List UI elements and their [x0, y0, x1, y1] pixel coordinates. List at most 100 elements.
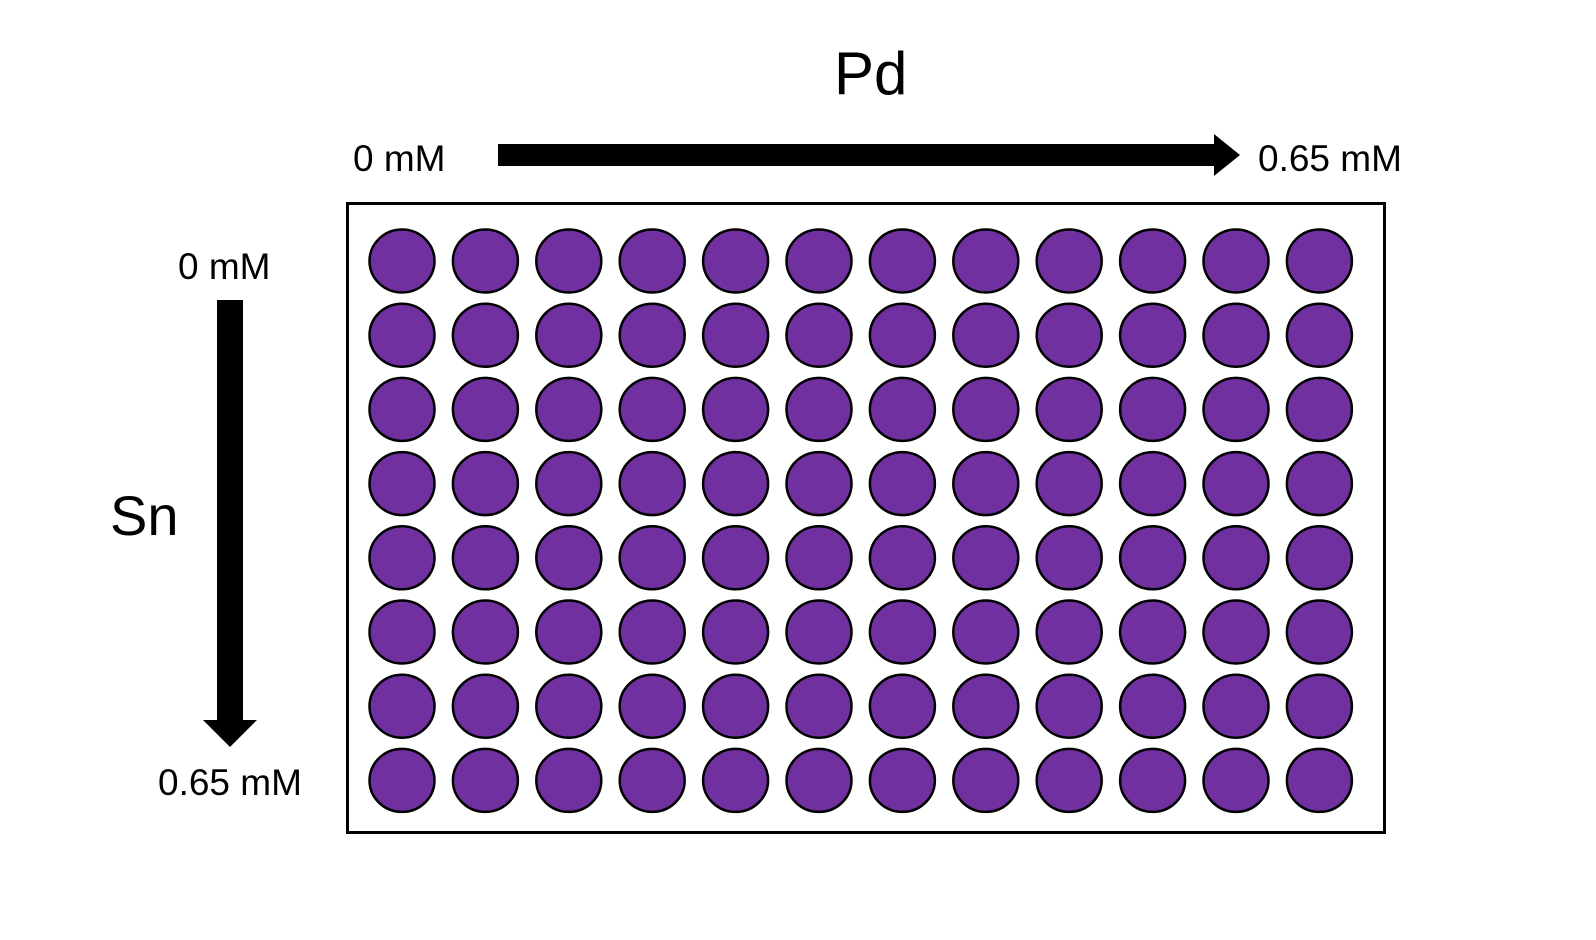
well-r6-c5 [701, 599, 770, 665]
well-r1-c6 [785, 228, 853, 294]
well-r5-c4 [618, 525, 686, 591]
well-r7-c7 [868, 673, 937, 739]
well-r1-c5 [701, 228, 770, 294]
well-r6-c7 [868, 599, 937, 665]
well-r2-c3 [535, 302, 603, 368]
well-r6-c6 [785, 599, 853, 665]
sn-axis-title: Sn [110, 484, 179, 547]
well-r2-c7 [868, 302, 937, 368]
well-r4-c7 [868, 450, 937, 517]
well-r1-c2 [451, 228, 520, 294]
well-r8-c10 [1118, 747, 1187, 814]
well-r3-c1 [368, 376, 436, 443]
well-r3-c8 [952, 376, 1020, 443]
well-r8-c4 [618, 747, 686, 814]
well-r4-c3 [535, 450, 603, 517]
well-r2-c8 [952, 302, 1020, 368]
well-r2-c2 [451, 302, 520, 368]
sn-end-label: 0.65 mM [158, 762, 302, 803]
well-r8-c11 [1202, 747, 1270, 814]
well-r4-c9 [1035, 450, 1103, 517]
well-r1-c8 [952, 228, 1020, 294]
well-r4-c5 [701, 450, 770, 517]
well-r8-c5 [701, 747, 770, 814]
well-r3-c9 [1035, 376, 1103, 443]
well-r4-c2 [451, 450, 520, 517]
well-r2-c4 [618, 302, 686, 368]
well-r1-c10 [1118, 228, 1187, 294]
pd-start-label: 0 mM [353, 138, 446, 179]
well-r3-c7 [868, 376, 937, 443]
well-r5-c10 [1118, 525, 1187, 591]
pd-axis-title: Pd [834, 40, 908, 107]
well-r2-c11 [1202, 302, 1270, 368]
well-r6-c10 [1118, 599, 1187, 665]
well-r1-c7 [868, 228, 937, 294]
well-r1-c3 [535, 228, 603, 294]
well-r1-c11 [1202, 228, 1270, 294]
well-r6-c2 [451, 599, 520, 665]
well-r6-c1 [368, 599, 436, 665]
well-r4-c1 [368, 450, 436, 517]
well-r6-c12 [1285, 599, 1354, 665]
wells-grid [368, 228, 1354, 814]
well-r4-c6 [785, 450, 853, 517]
well-r3-c11 [1202, 376, 1270, 443]
well-r3-c4 [618, 376, 686, 443]
well-r3-c2 [451, 376, 520, 443]
well-r8-c1 [368, 747, 436, 814]
well-r8-c7 [868, 747, 937, 814]
sn-start-label: 0 mM [178, 246, 271, 287]
well-plate [346, 202, 1386, 834]
well-r8-c8 [952, 747, 1020, 814]
well-r4-c10 [1118, 450, 1187, 517]
well-r6-c4 [618, 599, 686, 665]
well-r6-c8 [952, 599, 1020, 665]
well-r7-c2 [451, 673, 520, 739]
well-r7-c10 [1118, 673, 1187, 739]
well-r5-c5 [701, 525, 770, 591]
well-r6-c11 [1202, 599, 1270, 665]
well-r8-c6 [785, 747, 853, 814]
well-r5-c3 [535, 525, 603, 591]
well-r2-c12 [1285, 302, 1354, 368]
well-r5-c6 [785, 525, 853, 591]
well-r3-c5 [701, 376, 770, 443]
well-r4-c11 [1202, 450, 1270, 517]
well-r1-c1 [368, 228, 436, 294]
well-r2-c10 [1118, 302, 1187, 368]
well-r7-c12 [1285, 673, 1354, 739]
well-r5-c8 [952, 525, 1020, 591]
well-r8-c2 [451, 747, 520, 814]
pd-end-label: 0.65 mM [1258, 138, 1402, 179]
well-r8-c3 [535, 747, 603, 814]
well-r3-c10 [1118, 376, 1187, 443]
well-r7-c1 [368, 673, 436, 739]
well-r5-c12 [1285, 525, 1354, 591]
well-r2-c1 [368, 302, 436, 368]
well-r7-c3 [535, 673, 603, 739]
well-r7-c11 [1202, 673, 1270, 739]
pd-gradient-arrow [498, 134, 1240, 176]
well-r8-c9 [1035, 747, 1103, 814]
well-r5-c1 [368, 525, 436, 591]
well-r7-c8 [952, 673, 1020, 739]
well-r1-c4 [618, 228, 686, 294]
well-r6-c9 [1035, 599, 1103, 665]
sn-gradient-arrow [203, 300, 257, 747]
well-r1-c9 [1035, 228, 1103, 294]
well-r2-c5 [701, 302, 770, 368]
well-r4-c8 [952, 450, 1020, 517]
well-r3-c6 [785, 376, 853, 443]
well-r6-c3 [535, 599, 603, 665]
well-r1-c12 [1285, 228, 1354, 294]
well-r7-c4 [618, 673, 686, 739]
well-r5-c2 [451, 525, 520, 591]
well-r5-c7 [868, 525, 937, 591]
well-r8-c12 [1285, 747, 1354, 814]
well-r5-c9 [1035, 525, 1103, 591]
well-r2-c6 [785, 302, 853, 368]
well-r3-c12 [1285, 376, 1354, 443]
well-r7-c9 [1035, 673, 1103, 739]
well-r3-c3 [535, 376, 603, 443]
